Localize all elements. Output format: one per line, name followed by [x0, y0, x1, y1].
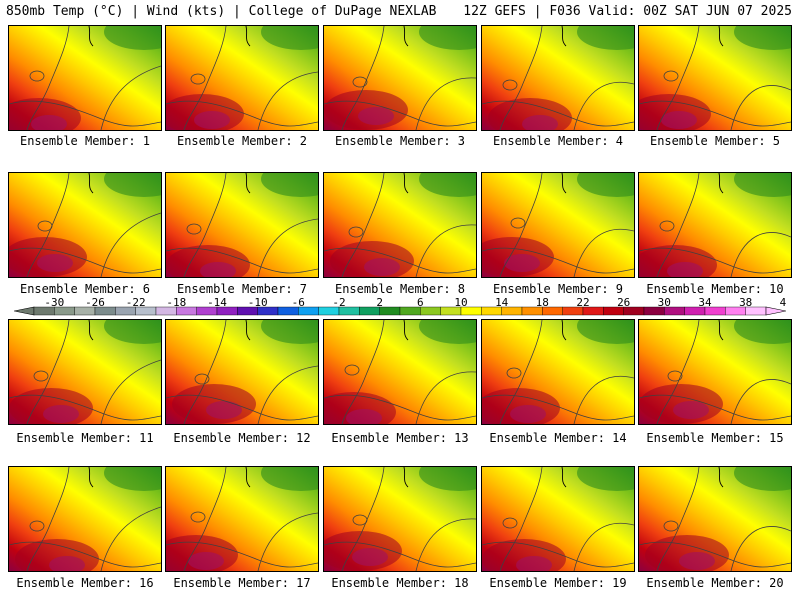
ensemble-member-label: Ensemble Member: 6 [19, 282, 151, 296]
colorbar-tick-label: -6 [292, 297, 305, 309]
colorbar-tick-label: 14 [495, 297, 509, 309]
temperature-field-map [9, 173, 161, 277]
temperature-field-map [639, 26, 791, 130]
colorbar-tick-label: -14 [207, 297, 227, 309]
temperature-field-map [9, 320, 161, 424]
ensemble-member-map [323, 172, 477, 278]
colorbar-tick-label: 34 [698, 297, 712, 309]
ensemble-member-label: Ensemble Member: 12 [173, 431, 311, 445]
temperature-field-map [9, 467, 161, 571]
colorbar-tick-label: 2 [376, 297, 383, 309]
ensemble-member-map [481, 319, 635, 425]
colorbar-tick-label: -2 [332, 297, 345, 309]
ensemble-member-map [481, 172, 635, 278]
ensemble-member-label: Ensemble Member: 11 [16, 431, 154, 445]
colorbar-tick-label: -26 [85, 297, 105, 309]
ensemble-member-map [323, 25, 477, 131]
ensemble-member-label: Ensemble Member: 16 [16, 576, 154, 590]
ensemble-member-label: Ensemble Member: 17 [173, 576, 311, 590]
ensemble-member-label: Ensemble Member: 1 [19, 134, 151, 148]
temperature-field-map [166, 320, 318, 424]
ensemble-member-label: Ensemble Member: 15 [646, 431, 784, 445]
colorbar-min-arrow [14, 306, 35, 316]
colorbar-tick-label: 10 [454, 297, 467, 309]
temperature-colorbar: -30 -26 -22 -18 -14 -10 -6 -2 2 6 10 14 18 22 26 30 34 38… [14, 297, 786, 316]
colorbar-tick-label: 6 [417, 297, 424, 309]
ensemble-member-label: Ensemble Member: 9 [492, 282, 624, 296]
colorbar-tick-label: 38 [739, 297, 752, 309]
temperature-field-map [166, 173, 318, 277]
colorbar-tick-label: -10 [248, 297, 268, 309]
ensemble-member-label: Ensemble Member: 14 [489, 431, 627, 445]
colorbar-max-arrow [765, 306, 786, 316]
temperature-field-map [324, 26, 476, 130]
colorbar-tick-label: 18 [536, 297, 549, 309]
ensemble-member-label: Ensemble Member: 4 [492, 134, 624, 148]
temperature-field-map [9, 26, 161, 130]
colorbar-tick-label: 22 [576, 297, 589, 309]
ensemble-member-map [165, 25, 319, 131]
colorbar-tick-label: -22 [126, 297, 146, 309]
ensemble-member-label: Ensemble Member: 19 [489, 576, 627, 590]
ensemble-member-map [638, 466, 792, 572]
ensemble-member-map [638, 319, 792, 425]
ensemble-member-map [165, 466, 319, 572]
ensemble-member-map [8, 466, 162, 572]
colorbar-tick-label: -30 [44, 297, 64, 309]
ensemble-member-map [8, 172, 162, 278]
ensemble-member-map [638, 172, 792, 278]
ensemble-member-label: Ensemble Member: 5 [649, 134, 781, 148]
temperature-field-map [482, 320, 634, 424]
ensemble-member-map [165, 172, 319, 278]
temperature-field-map [324, 320, 476, 424]
temperature-field-map [482, 467, 634, 571]
temperature-field-map [166, 467, 318, 571]
temperature-field-map [639, 467, 791, 571]
ensemble-member-label: Ensemble Member: 18 [331, 576, 469, 590]
ensemble-member-map [638, 25, 792, 131]
ensemble-member-map [8, 319, 162, 425]
temperature-field-map [324, 467, 476, 571]
ensemble-member-label: Ensemble Member: 7 [176, 282, 308, 296]
ensemble-member-label: Ensemble Member: 3 [334, 134, 466, 148]
ensemble-member-map [8, 25, 162, 131]
ensemble-member-map [323, 319, 477, 425]
ensemble-member-label: Ensemble Member: 8 [334, 282, 466, 296]
ensemble-member-map [323, 466, 477, 572]
ensemble-member-label: Ensemble Member: 13 [331, 431, 469, 445]
ensemble-member-label: Ensemble Member: 2 [176, 134, 308, 148]
temperature-field-map [639, 320, 791, 424]
colorbar-tick-label: 42 [780, 297, 786, 309]
ensemble-member-map [481, 25, 635, 131]
colorbar-tick-label: 26 [617, 297, 630, 309]
temperature-field-map [166, 26, 318, 130]
temperature-field-map [482, 173, 634, 277]
colorbar-tick-label: -18 [166, 297, 186, 309]
ensemble-member-map [481, 466, 635, 572]
colorbar-tick-label: 30 [658, 297, 671, 309]
header-title: 850mb Temp (°C) | Wind (kts) | College o… [6, 4, 437, 19]
temperature-field-map [639, 173, 791, 277]
ensemble-member-map [165, 319, 319, 425]
ensemble-member-label: Ensemble Member: 10 [646, 282, 784, 296]
ensemble-member-label: Ensemble Member: 20 [646, 576, 784, 590]
temperature-field-map [482, 26, 634, 130]
header-run-info: 12Z GEFS | F036 Valid: 00Z SAT JUN 07 20… [463, 4, 792, 19]
temperature-field-map [324, 173, 476, 277]
